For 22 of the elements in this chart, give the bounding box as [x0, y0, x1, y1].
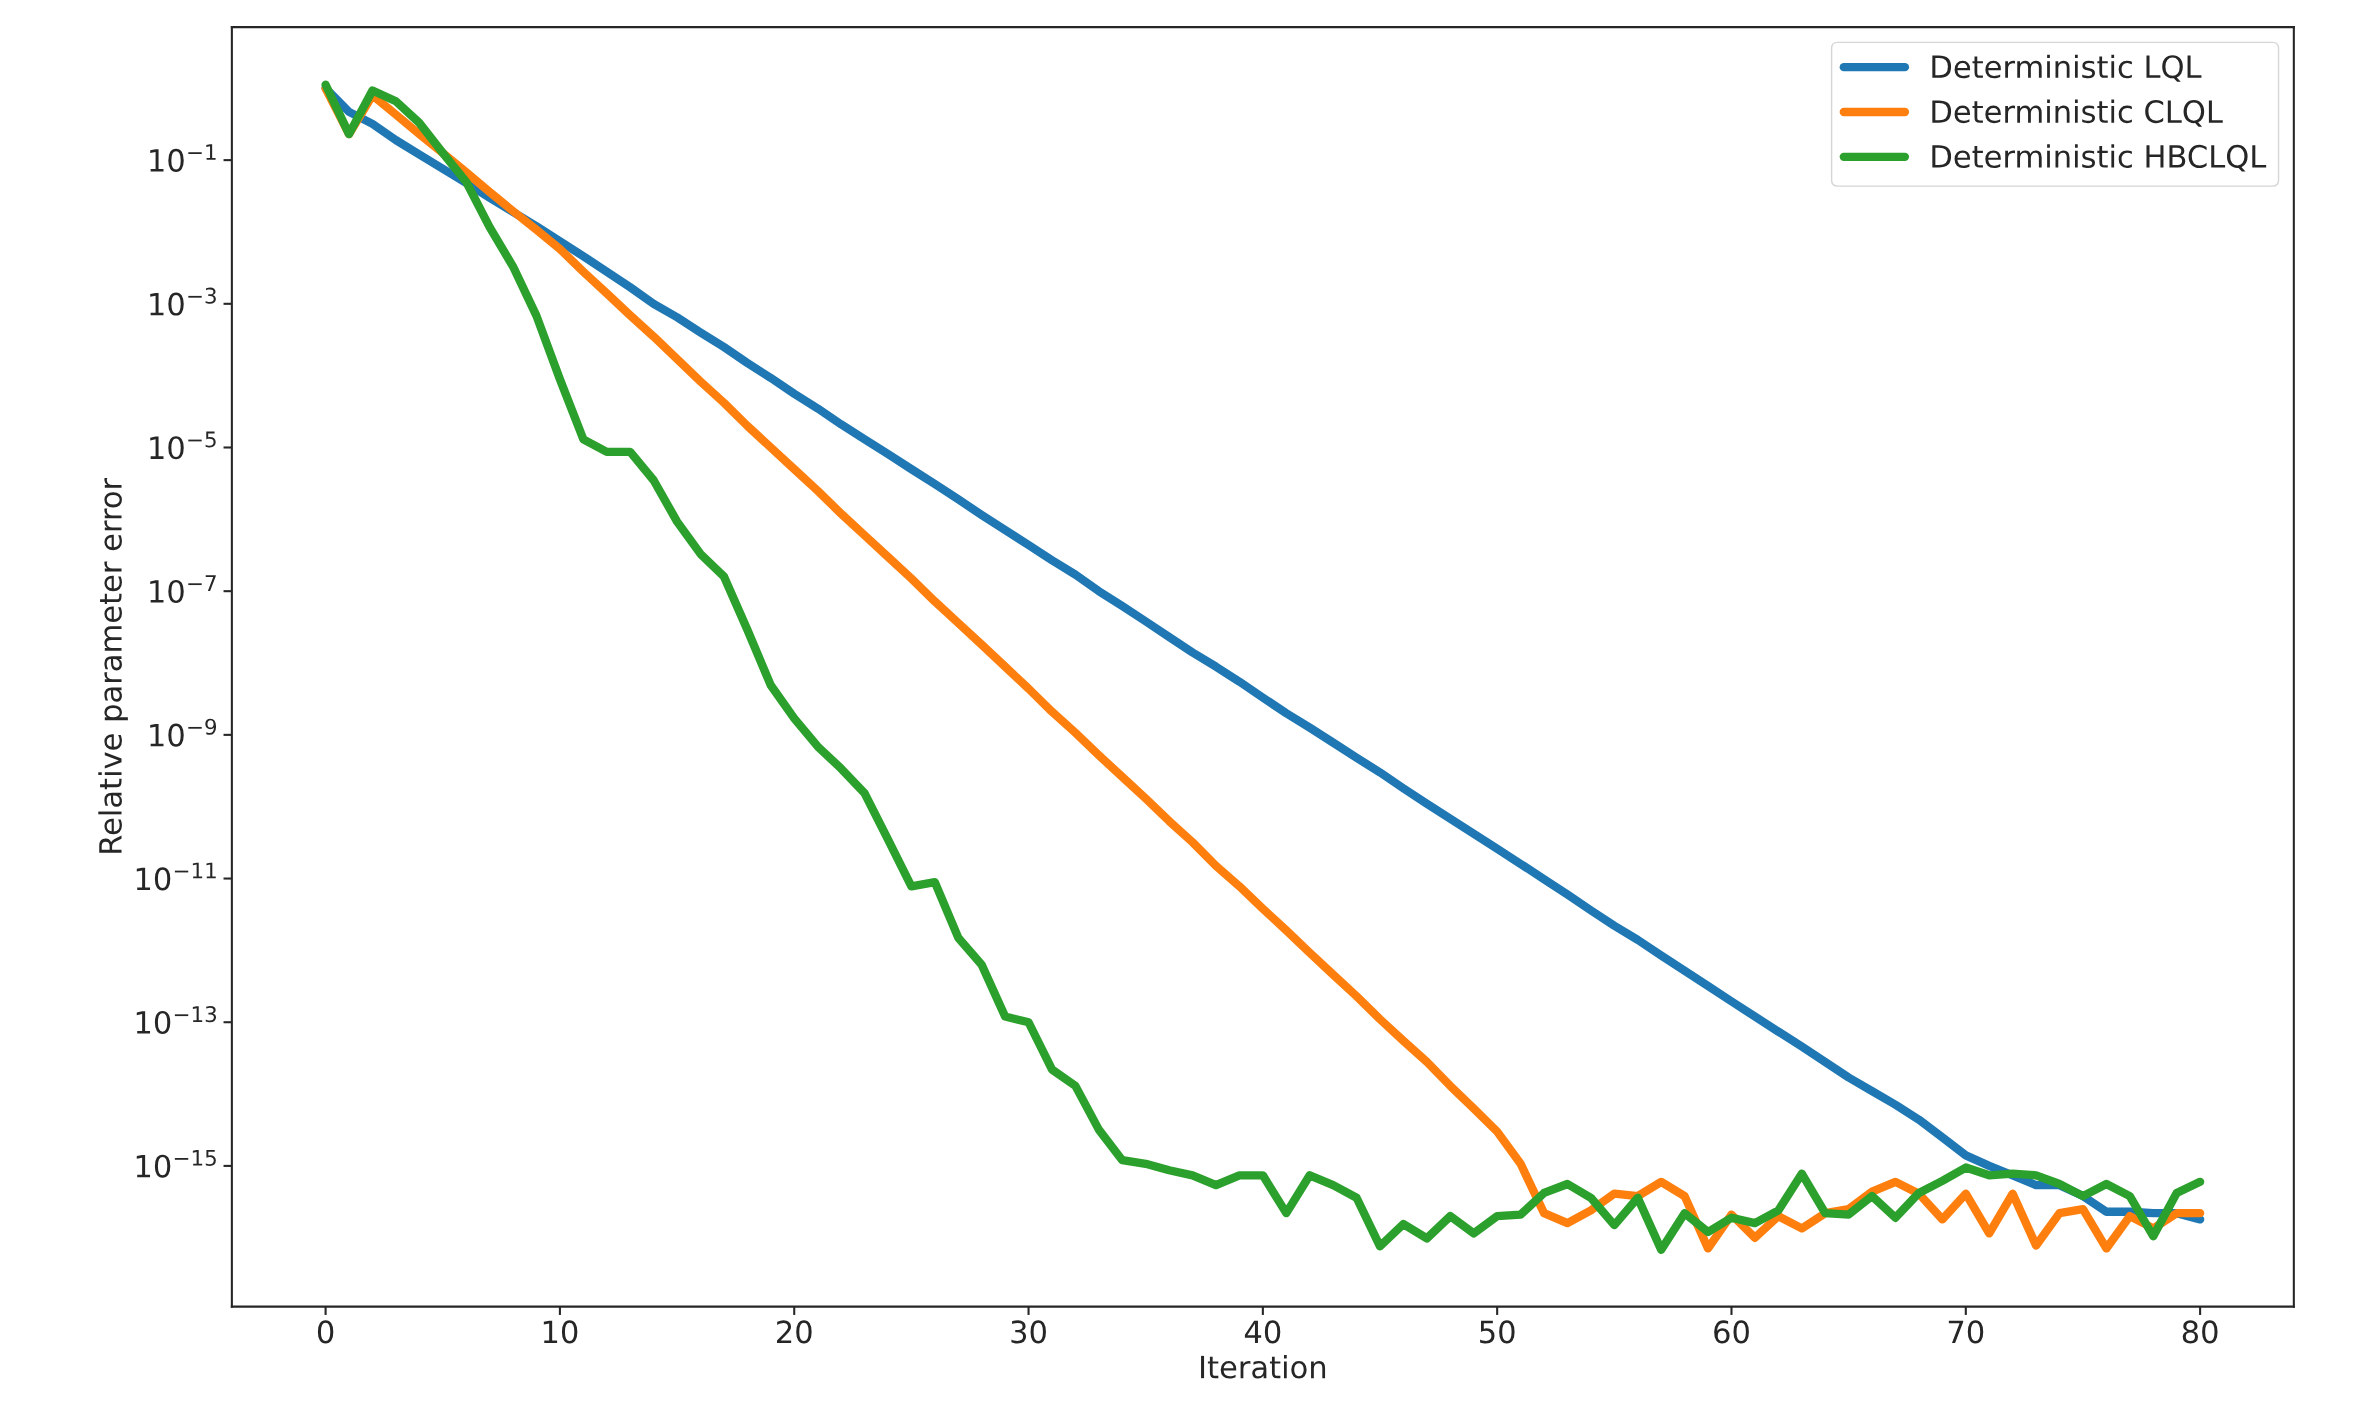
- x-tick-label: 30: [1011, 1320, 1046, 1344]
- x-axis-title: Iteration: [1201, 1354, 1326, 1379]
- x-tick-label: 70: [1948, 1320, 1984, 1344]
- y-tick-label: 10$^{−7}$: [150, 575, 216, 604]
- y-tick-label: 10$^{−3}$: [150, 287, 216, 316]
- x-tick-label: 0: [317, 1320, 334, 1344]
- x-tick-label: 40: [1244, 1320, 1281, 1344]
- y-tick-label: 10$^{−9}$: [150, 718, 217, 747]
- x-tick-label: 10: [543, 1320, 578, 1344]
- y-tick-label: 10$^{−11}$: [136, 862, 216, 891]
- y-tick-label: 10$^{−1}$: [150, 144, 216, 172]
- y-axis-title: Relative parameter error: [98, 477, 128, 853]
- legend-label: Deterministic CLQL: [1932, 99, 2223, 127]
- legend-label: Deterministic LQL: [1932, 54, 2202, 82]
- x-tick-label: 80: [2182, 1320, 2218, 1344]
- y-tick-label: 10$^{−15}$: [136, 1150, 216, 1178]
- x-tick-label: 50: [1480, 1320, 1515, 1344]
- x-tick-label: 20: [777, 1320, 812, 1344]
- y-tick-label: 10$^{−5}$: [150, 431, 216, 460]
- x-tick-label: 60: [1714, 1320, 1749, 1344]
- y-tick-label: 10$^{−13}$: [136, 1006, 217, 1035]
- legend-label: Deterministic HBCLQL: [1932, 144, 2267, 172]
